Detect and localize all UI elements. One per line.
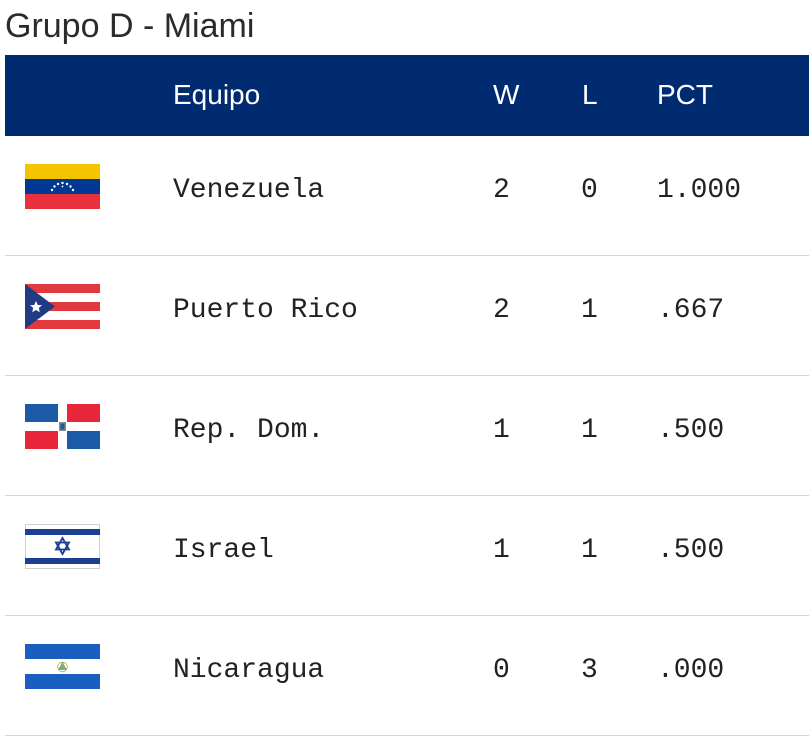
losses-value: 1 — [581, 535, 598, 566]
wins-value: 2 — [493, 175, 510, 206]
israel-flag-icon — [25, 524, 100, 569]
table-row[interactable]: Israel 1 1 .500 — [5, 496, 809, 616]
wins-value: 0 — [493, 655, 510, 686]
team-name: Rep. Dom. — [173, 415, 325, 446]
pct-value: .667 — [657, 295, 725, 326]
table-row[interactable]: Nicaragua 0 3 .000 — [5, 616, 809, 736]
team-name: Nicaragua — [173, 655, 325, 686]
dominican-republic-flag-icon — [25, 404, 100, 449]
losses-value: 3 — [581, 655, 598, 686]
table-row[interactable]: Venezuela 2 0 1.000 — [5, 136, 809, 256]
group-title: Grupo D - Miami — [5, 7, 255, 45]
losses-value: 1 — [581, 415, 598, 446]
team-name: Venezuela — [173, 175, 325, 206]
losses-value: 1 — [581, 295, 598, 326]
venezuela-flag-icon — [25, 164, 100, 209]
team-name: Puerto Rico — [173, 295, 358, 326]
wins-value: 2 — [493, 295, 510, 326]
puerto-rico-flag-icon — [25, 284, 100, 329]
pct-value: 1.000 — [657, 175, 742, 206]
pct-value: .000 — [657, 655, 725, 686]
table-row[interactable]: Puerto Rico 2 1 .667 — [5, 256, 809, 376]
table-header: Equipo W L PCT — [5, 55, 809, 136]
header-losses[interactable]: L — [582, 79, 598, 110]
nicaragua-flag-icon — [25, 644, 100, 689]
table-row[interactable]: Rep. Dom. 1 1 .500 — [5, 376, 809, 496]
wins-value: 1 — [493, 415, 510, 446]
header-wins[interactable]: W — [493, 79, 520, 110]
pct-value: .500 — [657, 535, 725, 566]
header-team[interactable]: Equipo — [173, 79, 261, 110]
wins-value: 1 — [493, 535, 510, 566]
pct-value: .500 — [657, 415, 725, 446]
losses-value: 0 — [581, 175, 598, 206]
header-pct[interactable]: PCT — [657, 79, 713, 110]
team-name: Israel — [173, 535, 274, 566]
standings-table: Equipo W L PCT Venezuela 2 0 1.000 — [5, 55, 809, 736]
